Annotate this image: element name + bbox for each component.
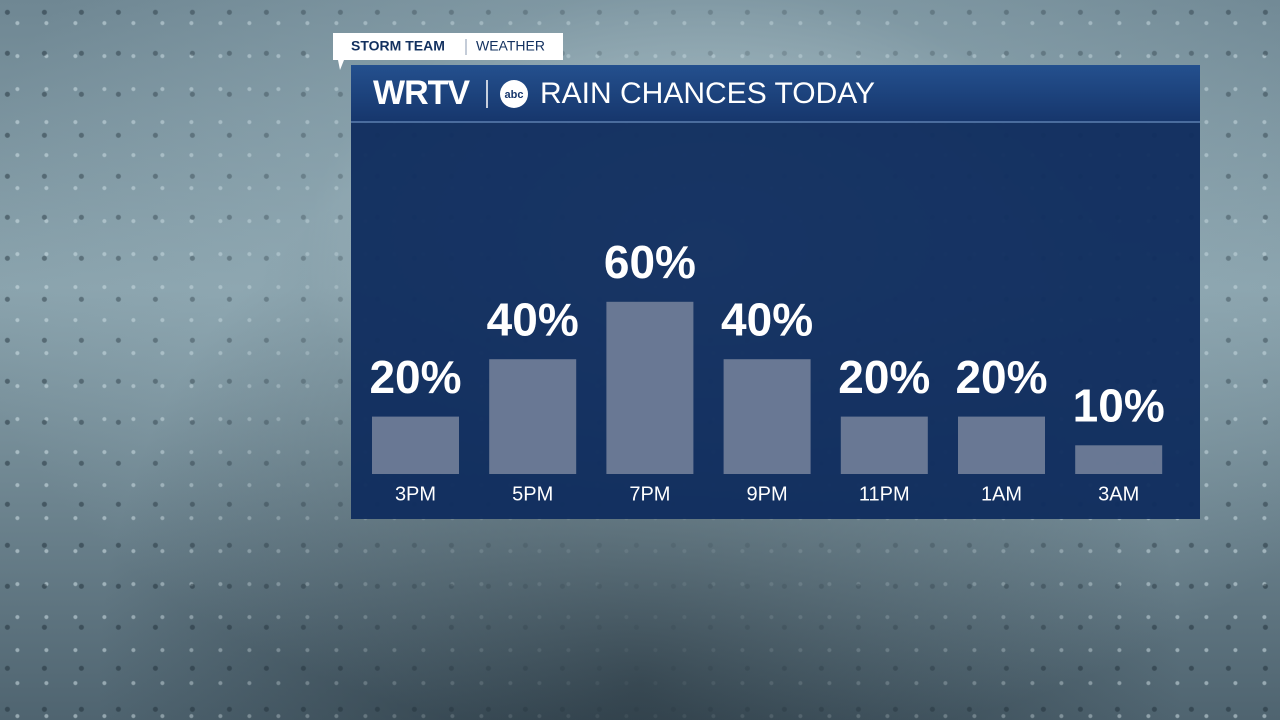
tag-box — [333, 33, 563, 70]
value-label: 40% — [721, 293, 813, 345]
bar — [606, 301, 694, 474]
x-tick-label: 1AM — [981, 483, 1022, 505]
bar — [840, 416, 928, 474]
network-logo — [500, 80, 528, 108]
x-tick-label: 5PM — [512, 483, 553, 505]
x-tick-label: 11PM — [859, 483, 910, 505]
bar — [372, 416, 459, 474]
value-label: 20% — [369, 351, 461, 403]
value-label: 20% — [955, 351, 1047, 403]
x-tick-label: 3AM — [1098, 483, 1139, 505]
bar — [723, 359, 811, 474]
station-name: WRTV — [373, 74, 470, 112]
x-tick-label: 9PM — [747, 483, 788, 505]
tag-section: WEATHER — [476, 38, 545, 54]
value-label: 10% — [1073, 379, 1165, 431]
x-tick-label: 3PM — [395, 483, 436, 505]
bar — [489, 359, 577, 474]
value-label: 20% — [838, 351, 930, 403]
tag-text: STORM TEAM — [351, 38, 445, 54]
panel-header — [351, 65, 1200, 122]
chart-title: RAIN CHANCES TODAY — [540, 77, 875, 110]
network-logo-text: abc — [505, 89, 524, 101]
x-tick-label: 7PM — [629, 483, 670, 505]
value-label: 60% — [604, 236, 696, 288]
bar — [958, 416, 1045, 474]
value-label: 40% — [487, 293, 579, 345]
bar — [1075, 445, 1163, 474]
